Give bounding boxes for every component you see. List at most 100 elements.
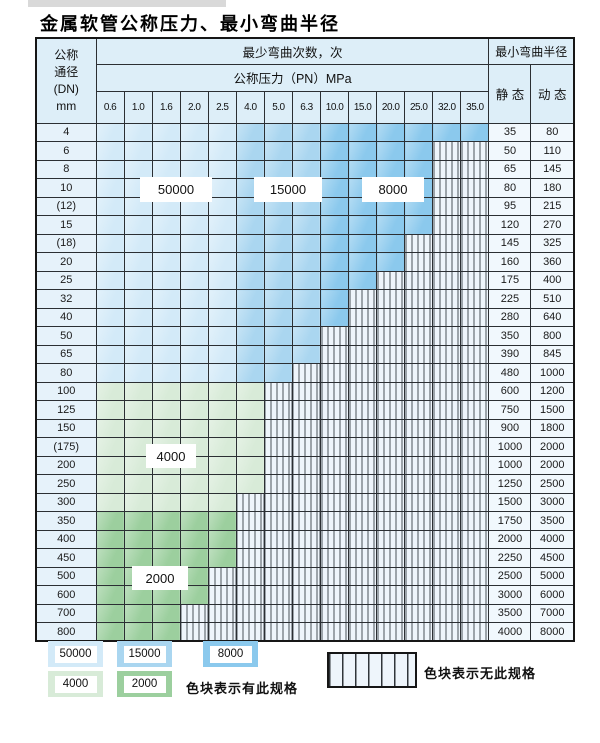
spec-cell-unavailable (432, 289, 462, 309)
spec-cell-available (123, 585, 153, 605)
spec-cell-unavailable (348, 585, 378, 605)
spec-cell-available (207, 455, 237, 475)
spec-cell-unavailable (235, 492, 265, 512)
spec-cell-unavailable (460, 474, 490, 494)
spec-cell-available (123, 159, 153, 179)
spec-cell-available (319, 141, 350, 161)
spec-cell-unavailable (235, 511, 265, 531)
spec-cell-available (179, 381, 209, 401)
spec-cell-available (207, 307, 237, 327)
spec-cell-unavailable (291, 400, 322, 420)
spec-cell-available (348, 215, 378, 235)
spec-cell-unavailable (404, 381, 434, 401)
static-column-header: 静 态 (488, 63, 532, 124)
spec-cell-unavailable (432, 474, 462, 494)
pn-column-value: 1.6 (151, 90, 181, 124)
dynamic-radius-cell: 510 (530, 289, 575, 309)
spec-cell-available (95, 270, 125, 290)
spec-cell-unavailable (263, 603, 293, 623)
spec-cell-available (460, 122, 490, 142)
spec-cell-available (151, 159, 181, 179)
spec-cell-available (95, 381, 125, 401)
spec-cell-unavailable (319, 511, 350, 531)
spec-cell-available (319, 289, 350, 309)
spec-cell-available (123, 233, 153, 253)
static-radius-cell: 900 (488, 418, 532, 438)
spec-cell-available (235, 215, 265, 235)
legend-no-spec-note: 色块表示无此规格 (424, 666, 537, 681)
spec-cell-available (291, 141, 322, 161)
spec-cell-unavailable (432, 603, 462, 623)
spec-cell-available (207, 418, 237, 438)
spec-cell-available (207, 196, 237, 216)
static-radius-cell: 3000 (488, 585, 532, 605)
static-radius-cell: 80 (488, 178, 532, 198)
spec-cell-available (95, 455, 125, 475)
spec-cell-available (179, 474, 209, 494)
spec-cell-unavailable (404, 344, 434, 364)
spec-cell-available (95, 307, 125, 327)
spec-cell-available (123, 511, 153, 531)
spec-cell-unavailable (460, 548, 490, 568)
table-row: 400 2000 4000 (35, 529, 575, 549)
spec-cell-unavailable (348, 492, 378, 512)
region-label-2000: 2000 (132, 566, 188, 590)
static-radius-cell: 390 (488, 344, 532, 364)
dynamic-radius-cell: 3000 (530, 492, 575, 512)
spec-cell-available (235, 122, 265, 142)
spec-cell-available (179, 122, 209, 142)
spec-cell-unavailable (432, 344, 462, 364)
dn-cell: 800 (35, 622, 97, 642)
spec-cell-available (235, 363, 265, 383)
spec-cell-unavailable (263, 474, 293, 494)
spec-cell-unavailable (291, 455, 322, 475)
spec-cell-unavailable (291, 603, 322, 623)
pn-column-value: 15.0 (348, 90, 378, 124)
spec-cell-available (348, 270, 378, 290)
spec-cell-available (95, 418, 125, 438)
spec-cell-unavailable (291, 566, 322, 586)
static-radius-cell: 350 (488, 326, 532, 346)
spec-cell-available (123, 529, 153, 549)
table-row: 700 3500 7000 (35, 603, 575, 623)
spec-cell-unavailable (319, 326, 350, 346)
spec-cell-unavailable (319, 474, 350, 494)
dn-label-line: mm (56, 98, 77, 113)
dn-cell: 6 (35, 141, 97, 161)
spec-cell-unavailable (432, 215, 462, 235)
dynamic-radius-cell: 3500 (530, 511, 575, 531)
table-row: 600 3000 6000 (35, 585, 575, 605)
bend-cycles-header: 最少弯曲次数，次 (95, 37, 490, 65)
spec-cell-unavailable (404, 455, 434, 475)
spec-cell-available (123, 344, 153, 364)
dynamic-radius-cell: 4500 (530, 548, 575, 568)
spec-cell-unavailable (376, 437, 406, 457)
dn-cell: 20 (35, 252, 97, 272)
spec-cell-unavailable (348, 548, 378, 568)
spec-cell-available (95, 529, 125, 549)
spec-cell-available (95, 252, 125, 272)
spec-cell-unavailable (376, 270, 406, 290)
spec-cell-available (291, 159, 322, 179)
spec-cell-unavailable (291, 548, 322, 568)
spec-cell-unavailable (319, 622, 350, 642)
spec-cell-unavailable (235, 548, 265, 568)
spec-cell-unavailable (263, 566, 293, 586)
spec-cell-unavailable (404, 326, 434, 346)
dynamic-radius-cell: 215 (530, 196, 575, 216)
spec-cell-unavailable (179, 603, 209, 623)
spec-cell-available (291, 252, 322, 272)
table-row: (18) 145 325 (35, 233, 575, 253)
spec-cell-unavailable (376, 344, 406, 364)
spec-cell-available (235, 455, 265, 475)
dynamic-radius-cell: 145 (530, 159, 575, 179)
spec-cell-available (319, 196, 350, 216)
spec-cell-available (207, 252, 237, 272)
dn-cell: 10 (35, 178, 97, 198)
spec-cell-available (123, 455, 153, 475)
dynamic-radius-cell: 325 (530, 233, 575, 253)
spec-cell-unavailable (348, 474, 378, 494)
spec-cell-unavailable (348, 418, 378, 438)
spec-cell-available (207, 141, 237, 161)
spec-cell-available (207, 400, 237, 420)
